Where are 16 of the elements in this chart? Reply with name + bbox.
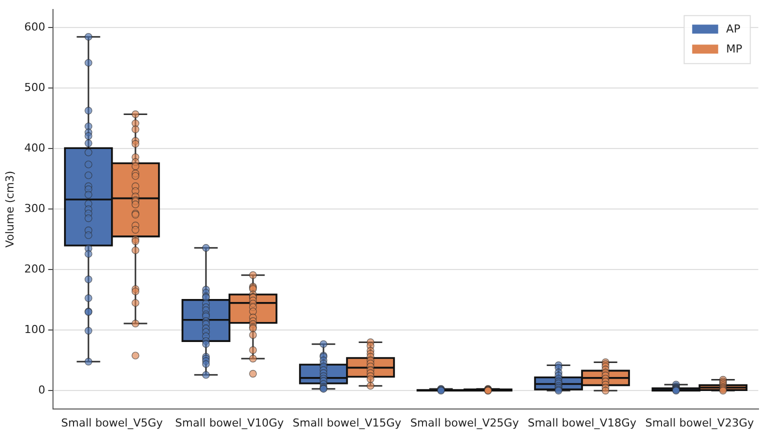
y-tick-label: 100 — [24, 323, 46, 336]
y-tick-label: 600 — [24, 20, 46, 34]
y-tick-label: 300 — [24, 202, 46, 216]
x-tick-label: Small bowel_V18Gy — [528, 416, 637, 430]
x-tick-label: Small bowel_V23Gy — [645, 416, 754, 430]
y-tick-label: 500 — [24, 81, 46, 94]
y-tick-label: 400 — [24, 142, 46, 155]
y-tick-label: 200 — [24, 262, 46, 276]
y-tick-label: 0 — [38, 384, 46, 397]
y-axis-title: Volume (cm3) — [3, 170, 16, 248]
legend-label: AP — [726, 22, 741, 36]
x-tick-label: Small bowel_V15Gy — [292, 416, 402, 430]
legend-label: MP — [726, 42, 743, 56]
x-tick-label: Small bowel_V10Gy — [175, 416, 284, 430]
x-tick-label: Small bowel_V25Gy — [410, 416, 520, 430]
x-tick-label: Small bowel_V5Gy — [61, 416, 164, 430]
